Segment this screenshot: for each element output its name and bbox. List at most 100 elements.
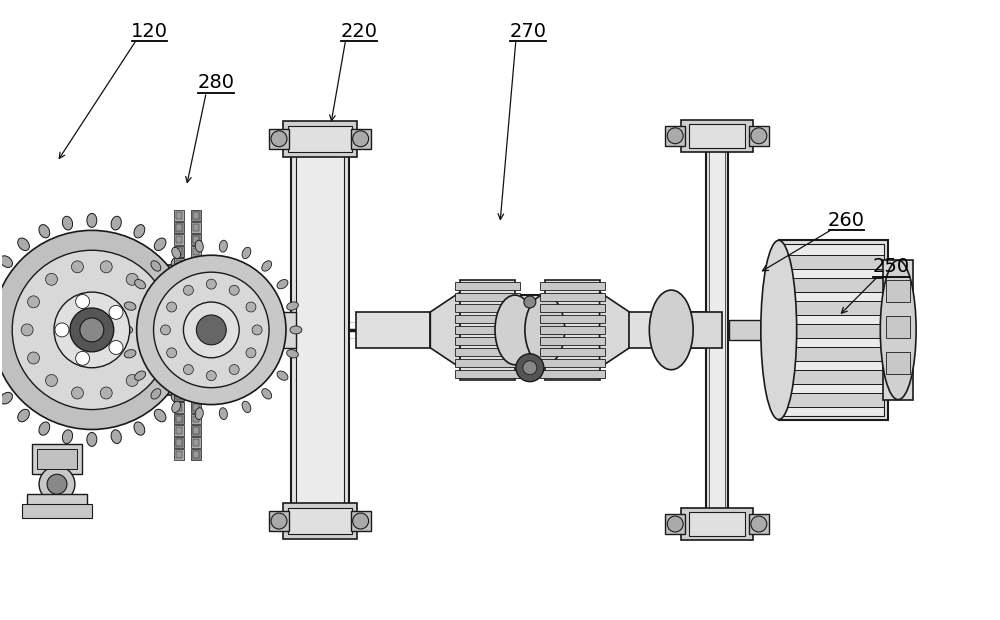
Bar	[883, 260, 913, 400]
Bar	[515, 295, 545, 365]
Bar	[540, 304, 605, 312]
Bar	[191, 306, 201, 317]
Polygon shape	[600, 292, 629, 368]
Bar	[176, 356, 182, 363]
Bar	[191, 414, 201, 425]
Bar	[176, 379, 182, 387]
Ellipse shape	[649, 290, 693, 370]
Bar	[729, 320, 781, 340]
Bar	[193, 308, 199, 315]
Ellipse shape	[183, 365, 193, 374]
Ellipse shape	[154, 409, 166, 422]
Ellipse shape	[262, 261, 272, 271]
Ellipse shape	[111, 216, 121, 230]
Bar	[174, 425, 184, 436]
Text: 280: 280	[198, 73, 235, 92]
Bar	[540, 326, 605, 334]
Bar	[174, 402, 184, 412]
Bar	[283, 121, 357, 157]
Bar	[176, 296, 182, 303]
Bar	[455, 337, 520, 345]
Bar	[174, 354, 184, 365]
Bar	[174, 318, 184, 329]
Bar	[174, 389, 184, 401]
Ellipse shape	[109, 340, 123, 355]
Ellipse shape	[761, 241, 797, 420]
Bar	[174, 378, 184, 389]
Bar	[174, 450, 184, 460]
Bar	[540, 348, 605, 356]
Bar	[191, 223, 201, 233]
Bar	[176, 440, 182, 446]
Bar	[22, 504, 92, 518]
Ellipse shape	[290, 326, 302, 334]
Ellipse shape	[880, 260, 916, 400]
Ellipse shape	[242, 401, 251, 412]
Ellipse shape	[667, 128, 683, 144]
Ellipse shape	[100, 387, 112, 399]
Bar	[193, 248, 199, 255]
Text: 270: 270	[509, 22, 546, 40]
Ellipse shape	[525, 295, 565, 365]
Bar	[193, 427, 199, 435]
Bar	[191, 378, 201, 389]
Ellipse shape	[111, 430, 121, 443]
Bar	[783, 244, 884, 415]
Ellipse shape	[171, 256, 184, 267]
Text: 250: 250	[873, 257, 910, 277]
Ellipse shape	[134, 422, 145, 435]
Bar	[191, 354, 201, 365]
Bar	[269, 129, 289, 149]
Bar	[783, 347, 884, 361]
Ellipse shape	[55, 323, 69, 337]
Bar	[783, 255, 884, 269]
Bar	[193, 440, 199, 446]
Ellipse shape	[353, 131, 369, 147]
Bar	[191, 402, 201, 412]
Bar	[176, 248, 182, 255]
Ellipse shape	[18, 238, 29, 250]
Bar	[174, 438, 184, 448]
Bar	[540, 315, 605, 323]
Bar	[193, 284, 199, 291]
Ellipse shape	[172, 401, 181, 412]
Bar	[193, 404, 199, 410]
Bar	[296, 146, 344, 514]
Bar	[269, 511, 289, 531]
Ellipse shape	[246, 348, 256, 358]
Ellipse shape	[667, 516, 683, 532]
Ellipse shape	[252, 325, 262, 335]
Ellipse shape	[154, 238, 166, 250]
Bar	[176, 236, 182, 243]
Bar	[174, 223, 184, 233]
Bar	[191, 210, 201, 221]
Ellipse shape	[167, 302, 177, 312]
Ellipse shape	[70, 308, 114, 352]
Bar	[174, 270, 184, 281]
Bar	[174, 210, 184, 221]
Bar	[681, 120, 753, 152]
Ellipse shape	[0, 231, 191, 430]
Bar	[356, 312, 430, 348]
Ellipse shape	[246, 302, 256, 312]
Ellipse shape	[287, 302, 298, 310]
Ellipse shape	[161, 325, 170, 335]
Ellipse shape	[206, 279, 216, 289]
Bar	[455, 293, 520, 301]
Bar	[193, 356, 199, 363]
Ellipse shape	[277, 280, 288, 289]
Bar	[783, 301, 884, 315]
Ellipse shape	[751, 128, 767, 144]
Bar	[174, 259, 184, 269]
Bar	[540, 359, 605, 367]
Bar	[191, 438, 201, 448]
Ellipse shape	[271, 513, 287, 529]
Ellipse shape	[28, 352, 40, 364]
Text: 120: 120	[131, 22, 168, 40]
Bar	[174, 330, 184, 341]
Ellipse shape	[80, 318, 104, 342]
Bar	[174, 306, 184, 317]
Bar	[455, 315, 520, 323]
Ellipse shape	[71, 261, 83, 273]
Bar	[455, 348, 520, 356]
